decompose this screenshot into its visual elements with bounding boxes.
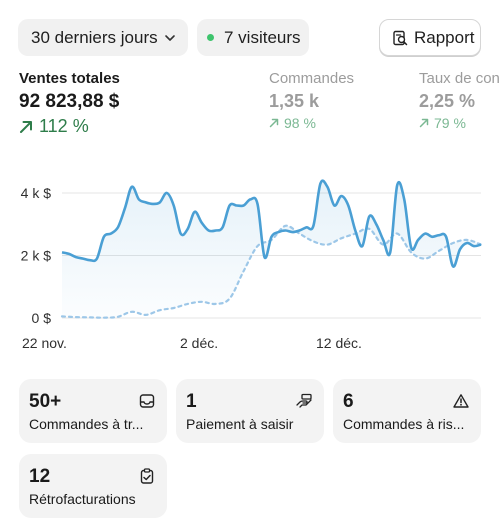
hand-coin-icon (296, 393, 312, 408)
date-range-label: 30 derniers jours (31, 27, 158, 47)
x-tick-label: 22 nov. (22, 335, 67, 351)
report-label: Rapport (414, 27, 475, 47)
card-value: 12 (29, 466, 51, 487)
card-label: Commandes à ris... (343, 416, 465, 432)
warning-icon (453, 394, 469, 408)
live-status-dot (207, 34, 214, 41)
report-search-icon (393, 30, 408, 45)
metric-value: 1,35 k (269, 91, 320, 111)
card-label: Rétrofacturations (29, 491, 136, 507)
metric-value: 92 823,88 $ (19, 91, 120, 112)
live-visitors-button[interactable]: 7 visiteurs (197, 19, 309, 56)
chevron-down-icon (165, 35, 175, 41)
metric-change-value: 79 % (434, 115, 466, 131)
metric-value: 2,25 % (419, 91, 476, 111)
metric-change: 79 % (419, 115, 500, 131)
date-range-selector[interactable]: 30 derniers jours (18, 19, 188, 56)
report-button[interactable]: Rapport (379, 19, 481, 56)
card-value: 1 (186, 391, 197, 412)
y-tick-label: 2 k $ (21, 248, 52, 264)
arrow-up-right-icon (20, 120, 32, 133)
metric-label: Commandes (269, 70, 355, 87)
metric-change-value: 112 % (39, 116, 89, 136)
chart-series (60, 179, 483, 319)
card-value: 50+ (29, 391, 62, 412)
card-payment-to-capture[interactable]: 1 Paiement à saisir (176, 379, 324, 443)
y-axis: 4 k $ 2 k $ 0 $ (21, 185, 52, 326)
card-orders-at-risk[interactable]: 6 Commandes à ris... (333, 379, 481, 443)
inbox-icon (139, 394, 155, 408)
clipboard-check-icon (140, 468, 154, 484)
x-tick-label: 12 déc. (316, 335, 362, 351)
y-tick-label: 4 k $ (21, 185, 52, 201)
metric-total-sales[interactable]: Ventes totales 92 823,88 $ 112 % (19, 70, 120, 137)
current-series-line (61, 179, 482, 268)
arrow-up-right-icon (269, 118, 279, 128)
card-value: 6 (343, 391, 354, 412)
y-tick-label: 0 $ (32, 310, 52, 326)
card-label: Commandes à tr... (29, 416, 144, 432)
x-axis: 22 nov. 2 déc. 12 déc. (22, 335, 362, 351)
arrow-up-right-icon (419, 118, 429, 128)
metric-label: Taux de con (419, 70, 500, 87)
card-orders-to-process[interactable]: 50+ Commandes à tr... (19, 379, 167, 443)
card-label: Paiement à saisir (186, 416, 294, 432)
metric-label: Ventes totales (19, 70, 120, 87)
sales-chart[interactable]: 4 k $ 2 k $ 0 $ 22 nov. 2 déc. 12 déc. (0, 170, 500, 360)
metric-change: 112 % (19, 116, 120, 137)
metric-orders[interactable]: Commandes 1,35 k 98 % (269, 70, 354, 131)
metric-conversion[interactable]: Taux de con 2,25 % 79 % (419, 70, 500, 131)
metric-change: 98 % (269, 115, 354, 131)
filter-bar: 30 derniers jours 7 visiteurs Rapport (0, 0, 500, 70)
x-tick-label: 2 déc. (180, 335, 218, 351)
visitors-label: 7 visiteurs (224, 27, 301, 47)
series-area (62, 180, 481, 318)
metric-change-value: 98 % (284, 115, 316, 131)
card-chargebacks[interactable]: 12 Rétrofacturations (19, 454, 167, 518)
